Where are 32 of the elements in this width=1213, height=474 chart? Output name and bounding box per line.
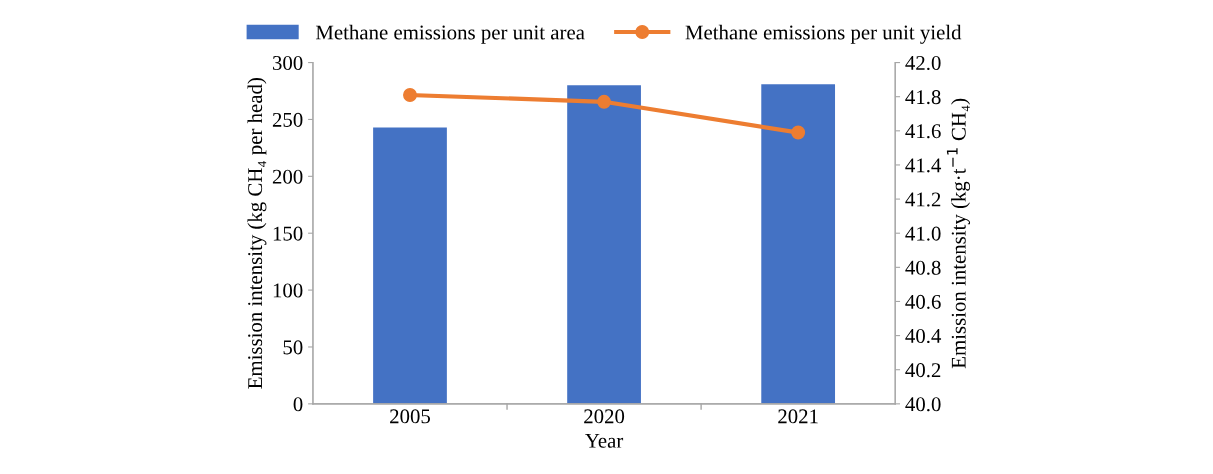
x-tick-label: 2005 — [390, 409, 431, 424]
y2-tick-label: 41.0 — [905, 226, 941, 241]
y2-tick-label: 40.6 — [905, 294, 941, 309]
y-tick-label: 100 — [273, 283, 303, 298]
y2-tick-label: 42.0 — [905, 55, 941, 71]
point — [791, 125, 806, 140]
y2-tick-label: 40.8 — [905, 260, 941, 275]
y-tick-label: 150 — [273, 226, 303, 241]
y2-tick-label: 41.2 — [905, 192, 941, 207]
legend-label: Methane emissions per unit area — [315, 24, 585, 44]
y2-tick-label: 40.4 — [905, 328, 942, 344]
y2-tick-label: 41.8 — [905, 90, 941, 105]
y2-tick-label: 41.6 — [905, 124, 941, 139]
point — [403, 88, 417, 102]
y2-tick-label: 40.0 — [905, 397, 941, 412]
x-tick-label: 2021 — [778, 409, 818, 424]
x-axis-title: Year — [585, 433, 624, 448]
y-tick-label: 200 — [272, 169, 303, 184]
y-tick-label: 50 — [283, 340, 303, 355]
point — [597, 94, 612, 109]
y2-tick-label: 41.4 — [905, 158, 942, 173]
bar — [567, 85, 641, 404]
y2-axis-title: Emission intensity (kg·t$^{−1}$ CH₄) — [946, 98, 971, 369]
legend-label: Methane emissions per unit yield — [685, 24, 962, 44]
bar — [373, 127, 447, 404]
y-tick-label: 0 — [293, 397, 303, 412]
y-axis-title: Emission intensity (kg CH₄ per head) — [247, 78, 267, 389]
y-tick-label: 300 — [272, 55, 303, 70]
bar — [761, 84, 836, 404]
y2-tick-label: 40.2 — [905, 363, 941, 378]
x-tick-label: 2020 — [584, 409, 625, 424]
y-tick-label: 250 — [272, 112, 303, 127]
